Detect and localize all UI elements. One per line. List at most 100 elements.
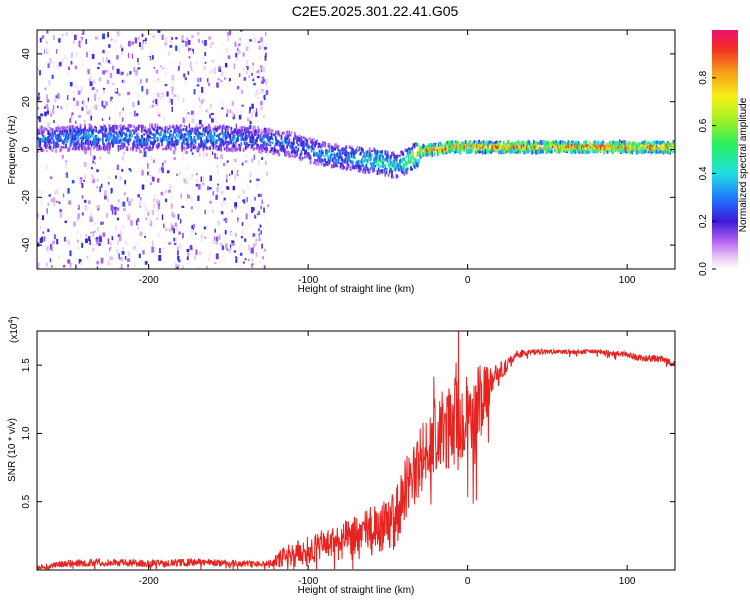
heatmap-cell — [236, 46, 239, 52]
heatmap-cell — [202, 128, 205, 133]
heatmap-cell — [217, 134, 219, 137]
heatmap-cell — [118, 177, 121, 181]
heatmap-cell — [57, 89, 60, 93]
x-tick-label: 0 — [465, 576, 471, 587]
heatmap-cell — [111, 82, 115, 86]
heatmap-cell — [217, 179, 219, 184]
heatmap-cell — [146, 134, 150, 138]
heatmap-cell — [91, 87, 95, 91]
heatmap-cell — [114, 210, 117, 216]
heatmap-cell — [80, 130, 83, 135]
heatmap-cell — [216, 190, 219, 194]
heatmap-cell — [224, 135, 227, 141]
heatmap-cell — [366, 158, 369, 163]
heatmap-cell — [227, 55, 231, 59]
heatmap-cell — [185, 128, 188, 133]
heatmap-cell — [202, 151, 205, 157]
heatmap-cell — [250, 188, 253, 194]
heatmap-cell — [410, 160, 412, 164]
heatmap-cell — [611, 145, 613, 150]
heatmap-cell — [362, 148, 364, 153]
heatmap-cell — [160, 137, 162, 141]
heatmap-cell — [136, 241, 139, 248]
heatmap-cell — [440, 147, 443, 151]
heatmap-cell — [189, 170, 191, 174]
heatmap-cell — [247, 184, 249, 187]
heatmap-cell — [460, 149, 463, 152]
heatmap-cell — [445, 142, 448, 147]
heatmap-cell — [623, 148, 626, 152]
heatmap-cell — [76, 125, 79, 129]
heatmap-cell — [180, 51, 183, 55]
heatmap-cell — [208, 132, 210, 136]
heatmap-cell — [495, 148, 497, 153]
heatmap-cell — [48, 80, 51, 86]
heatmap-cell — [602, 146, 604, 149]
heatmap-cell — [152, 141, 154, 144]
heatmap-cell — [588, 150, 591, 154]
heatmap-cell — [179, 125, 181, 130]
heatmap-cell — [56, 127, 58, 132]
heatmap-cell — [241, 129, 244, 132]
heatmap-cell — [163, 116, 166, 120]
heatmap-cell — [128, 40, 131, 47]
heatmap-cell — [121, 264, 123, 269]
heatmap-cell — [49, 251, 51, 256]
heatmap-cell — [39, 126, 42, 132]
heatmap-cell — [568, 142, 571, 146]
heatmap-cell — [84, 34, 87, 39]
heatmap-cell — [68, 66, 71, 71]
heatmap-cell — [42, 129, 45, 134]
heatmap-cell — [58, 128, 61, 133]
heatmap-cell — [243, 205, 246, 208]
heatmap-cell — [342, 147, 344, 152]
heatmap-cell — [400, 151, 402, 154]
heatmap-cell — [557, 145, 560, 151]
heatmap-cell — [429, 144, 431, 149]
heatmap-cell — [153, 139, 156, 145]
heatmap-cell — [221, 125, 224, 130]
heatmap-cell — [49, 258, 52, 263]
heatmap-cell — [483, 148, 486, 151]
heatmap-cell — [382, 161, 384, 165]
heatmap-cell — [124, 217, 127, 223]
heatmap-cell — [428, 149, 430, 154]
heatmap-cell — [59, 126, 62, 130]
heatmap-cell — [501, 148, 504, 154]
heatmap-cell — [635, 144, 638, 149]
heatmap-cell — [170, 203, 173, 209]
heatmap-cell — [245, 70, 248, 74]
heatmap-cell — [234, 223, 238, 228]
heatmap-cell — [363, 167, 365, 171]
heatmap-cell — [295, 135, 297, 139]
heatmap-cell — [217, 148, 219, 151]
heatmap-cell — [435, 148, 438, 153]
heatmap-cell — [120, 257, 124, 262]
heatmap-cell — [118, 39, 122, 43]
heatmap-cell — [134, 143, 137, 149]
heatmap-cell — [137, 58, 139, 63]
heatmap-cell — [84, 134, 86, 140]
heatmap-cell — [193, 139, 196, 143]
heatmap-cell — [96, 266, 99, 269]
heatmap-cell — [223, 147, 226, 151]
heatmap-cell — [190, 146, 192, 150]
heatmap-cell — [632, 141, 635, 147]
heatmap-cell — [461, 143, 464, 148]
heatmap-cell — [334, 162, 336, 168]
heatmap-cell — [642, 146, 645, 152]
heatmap-cell — [121, 168, 124, 172]
heatmap-cell — [135, 147, 138, 152]
heatmap-cell — [411, 168, 413, 171]
heatmap-cell — [214, 153, 217, 159]
heatmap-cell — [241, 217, 243, 224]
heatmap-cell — [108, 116, 111, 120]
heatmap-cell — [50, 198, 54, 203]
heatmap-cell — [190, 143, 192, 147]
heatmap-cell — [558, 143, 561, 146]
heatmap-cell — [221, 107, 224, 110]
heatmap-cell — [230, 126, 233, 131]
heatmap-cell — [267, 143, 269, 146]
heatmap-cell — [90, 120, 92, 127]
heatmap-cell — [170, 80, 174, 86]
